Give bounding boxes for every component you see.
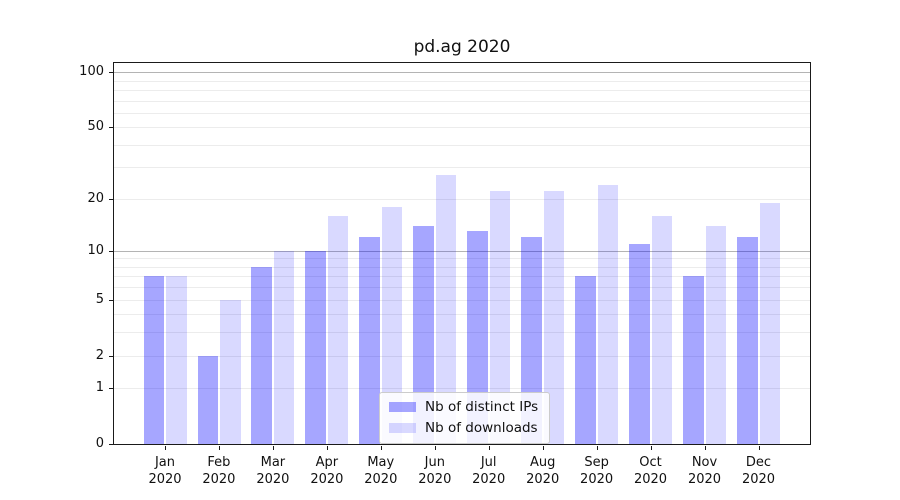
gridline-minor <box>114 314 810 316</box>
gridline-major <box>114 72 810 73</box>
bar-distinct-ips-jul <box>467 231 488 444</box>
x-axis-tick-mark <box>165 446 166 450</box>
bar-distinct-ips-mar <box>251 266 272 444</box>
y-axis-tick-mark <box>109 299 113 301</box>
gridline-minor <box>114 112 810 114</box>
bar-downloads-jul <box>489 191 511 444</box>
gridline-minor <box>114 198 810 200</box>
x-axis-tick-mark <box>758 446 760 450</box>
gridline-minor <box>114 100 810 102</box>
bar-downloads-dec <box>759 202 780 444</box>
y-axis-tick-label: 2 <box>95 347 104 363</box>
gridline-minor <box>114 167 810 169</box>
legend-label-downloads: Nb of downloads <box>425 420 538 436</box>
gridline-minor <box>114 266 810 268</box>
y-axis-tick-label: 20 <box>87 190 104 206</box>
gridline-minor <box>114 299 810 301</box>
x-axis-tick-label: Jan 2020 <box>148 455 182 487</box>
y-axis-tick-mark <box>109 127 113 129</box>
bar-distinct-ips-jun <box>413 225 434 444</box>
y-axis-tick-label: 5 <box>95 291 104 307</box>
bar-distinct-ips-feb <box>197 355 218 444</box>
y-axis-tick-label: 10 <box>87 242 104 258</box>
x-axis-tick-label: Jun 2020 <box>418 455 452 487</box>
x-axis-tick-label: Dec 2020 <box>741 455 776 487</box>
bar-distinct-ips-jan <box>143 276 164 444</box>
x-axis-tick-label: Sep 2020 <box>580 455 614 487</box>
bar-downloads-apr <box>327 215 349 444</box>
bar-downloads-sep <box>597 184 619 444</box>
y-axis-tick-mark <box>109 72 113 73</box>
legend: Nb of distinct IPs Nb of downloads <box>379 392 551 444</box>
bar-distinct-ips-may <box>359 237 380 444</box>
x-axis-tick-mark <box>218 446 220 450</box>
legend-item-downloads: Nb of downloads <box>389 420 538 436</box>
x-axis-tick-mark <box>596 446 598 450</box>
x-axis-tick-mark <box>488 446 490 450</box>
gridline-minor <box>114 80 810 82</box>
bar-distinct-ips-dec <box>737 237 758 444</box>
plot-area <box>113 62 811 445</box>
gridline-minor <box>114 127 810 129</box>
bar-distinct-ips-oct <box>629 243 650 444</box>
bar-distinct-ips-sep <box>575 276 596 444</box>
y-axis-tick-mark <box>109 355 113 357</box>
bar-downloads-jun <box>435 175 457 444</box>
bar-downloads-aug <box>543 191 565 444</box>
legend-item-distinct-ips: Nb of distinct IPs <box>389 399 538 415</box>
legend-label-distinct-ips: Nb of distinct IPs <box>425 399 539 415</box>
y-axis-tick-label: 100 <box>79 64 104 79</box>
gridline-minor <box>114 355 810 357</box>
bar-downloads-oct <box>651 215 672 444</box>
x-axis-tick-mark <box>326 446 328 450</box>
x-axis-tick-mark <box>542 446 544 450</box>
x-axis-tick-label: Mar 2020 <box>256 455 290 487</box>
legend-swatch-downloads <box>389 423 416 433</box>
x-axis-tick-mark <box>650 446 652 450</box>
x-axis-tick-mark <box>434 446 436 450</box>
gridline-minor <box>114 332 810 334</box>
gridline-minor <box>114 276 810 278</box>
gridline-minor <box>114 144 810 146</box>
gridline-major <box>114 250 810 252</box>
gridline-minor <box>114 258 810 260</box>
bar-downloads-feb <box>220 299 241 444</box>
gridline-minor <box>114 89 810 91</box>
x-axis-tick-label: May 2020 <box>364 455 398 487</box>
bar-downloads-may <box>381 206 403 444</box>
legend-swatch-distinct-ips <box>389 402 416 412</box>
y-axis-tick-mark <box>109 198 113 200</box>
x-axis-tick-label: Oct 2020 <box>633 455 668 487</box>
gridline-minor <box>114 287 810 289</box>
y-axis-tick-label: 50 <box>87 119 104 135</box>
x-axis-tick-label: Aug 2020 <box>526 455 560 487</box>
x-axis-tick-mark <box>272 446 274 450</box>
y-axis-tick-mark <box>109 444 113 445</box>
x-axis-tick-mark <box>380 446 382 450</box>
x-axis-tick-label: Apr 2020 <box>310 455 344 487</box>
bar-downloads-mar <box>273 250 295 444</box>
x-axis-tick-label: Jul 2020 <box>472 455 506 487</box>
bar-distinct-ips-apr <box>305 250 326 444</box>
gridline-minor <box>114 388 810 390</box>
x-axis-tick-label: Feb 2020 <box>202 455 236 487</box>
chart-title: pd.ag 2020 <box>413 37 511 57</box>
x-axis-tick-mark <box>704 446 706 450</box>
y-axis-tick-mark <box>109 250 113 252</box>
y-axis-tick-mark <box>109 388 113 390</box>
y-axis-tick-label: 0 <box>95 436 104 451</box>
x-axis-tick-label: Nov 2020 <box>687 455 722 487</box>
y-axis-tick-label: 1 <box>95 380 104 396</box>
bar-distinct-ips-nov <box>683 276 704 444</box>
bar-downloads-nov <box>705 225 726 444</box>
bar-downloads-jan <box>166 276 187 444</box>
